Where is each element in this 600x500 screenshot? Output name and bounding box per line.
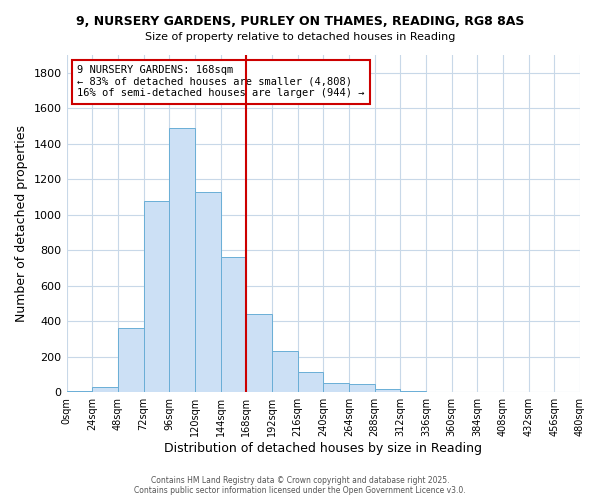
Text: 9 NURSERY GARDENS: 168sqm
← 83% of detached houses are smaller (4,808)
16% of se: 9 NURSERY GARDENS: 168sqm ← 83% of detac… (77, 65, 364, 98)
Bar (221, 258, 246, 392)
Bar (272, 352, 298, 393)
Y-axis label: Number of detached properties: Number of detached properties (15, 125, 28, 322)
Bar (246, 314, 272, 392)
Bar (298, 372, 323, 392)
Text: Size of property relative to detached houses in Reading: Size of property relative to detached ho… (145, 32, 455, 42)
Text: 9, NURSERY GARDENS, PURLEY ON THAMES, READING, RG8 8AS: 9, NURSERY GARDENS, PURLEY ON THAMES, RE… (76, 15, 524, 28)
Bar (195, 192, 221, 392)
Bar (374, 389, 400, 392)
Bar (143, 202, 169, 392)
Bar (323, 382, 349, 392)
Bar (118, 328, 143, 392)
Bar (349, 384, 374, 392)
Text: Contains HM Land Registry data © Crown copyright and database right 2025.
Contai: Contains HM Land Registry data © Crown c… (134, 476, 466, 495)
Bar (92, 387, 118, 392)
Bar (169, 128, 195, 392)
Bar (67, 390, 92, 392)
X-axis label: Distribution of detached houses by size in Reading: Distribution of detached houses by size … (164, 442, 482, 455)
